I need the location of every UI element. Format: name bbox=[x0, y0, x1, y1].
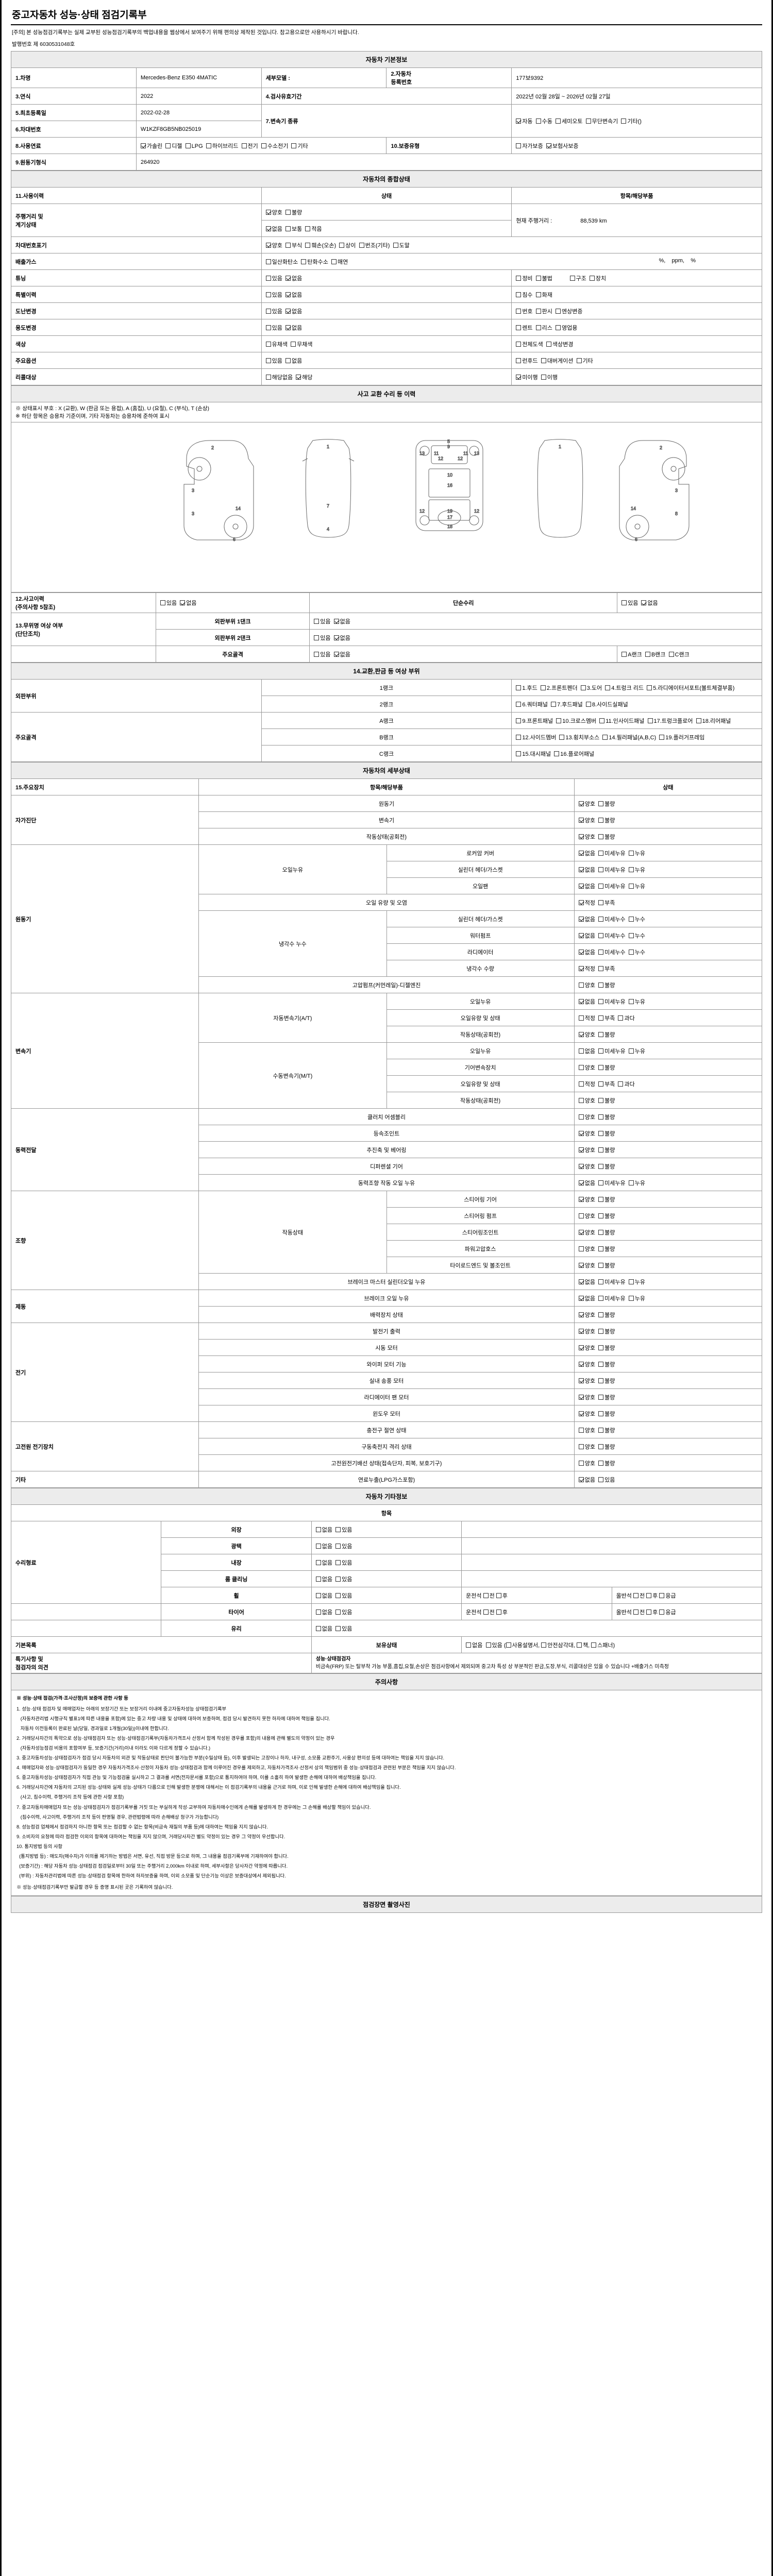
svg-text:11: 11 bbox=[463, 451, 468, 456]
svg-text:12: 12 bbox=[419, 509, 425, 514]
svg-text:18: 18 bbox=[447, 524, 452, 529]
svg-text:7: 7 bbox=[327, 503, 329, 509]
svg-text:12: 12 bbox=[438, 456, 443, 461]
svg-text:10: 10 bbox=[447, 472, 452, 478]
svg-text:14: 14 bbox=[236, 506, 241, 511]
svg-text:3: 3 bbox=[192, 511, 194, 516]
svg-text:19: 19 bbox=[447, 509, 452, 514]
svg-text:2: 2 bbox=[211, 445, 214, 450]
svg-text:2: 2 bbox=[660, 445, 662, 450]
svg-text:1: 1 bbox=[559, 444, 561, 449]
svg-text:4: 4 bbox=[327, 527, 329, 532]
svg-text:9: 9 bbox=[447, 444, 450, 449]
svg-text:17: 17 bbox=[447, 515, 452, 520]
svg-text:6: 6 bbox=[233, 537, 236, 542]
svg-text:12: 12 bbox=[474, 509, 479, 514]
svg-text:6: 6 bbox=[635, 537, 637, 542]
svg-text:13: 13 bbox=[474, 451, 479, 456]
svg-text:3: 3 bbox=[675, 488, 678, 493]
svg-text:5: 5 bbox=[447, 439, 450, 444]
svg-text:13: 13 bbox=[419, 451, 425, 456]
svg-text:3: 3 bbox=[192, 488, 194, 493]
svg-text:16: 16 bbox=[447, 483, 452, 488]
svg-text:11: 11 bbox=[434, 451, 439, 456]
svg-text:12: 12 bbox=[458, 456, 463, 461]
svg-text:14: 14 bbox=[631, 506, 636, 511]
svg-text:8: 8 bbox=[675, 511, 678, 516]
svg-text:1: 1 bbox=[327, 444, 329, 449]
